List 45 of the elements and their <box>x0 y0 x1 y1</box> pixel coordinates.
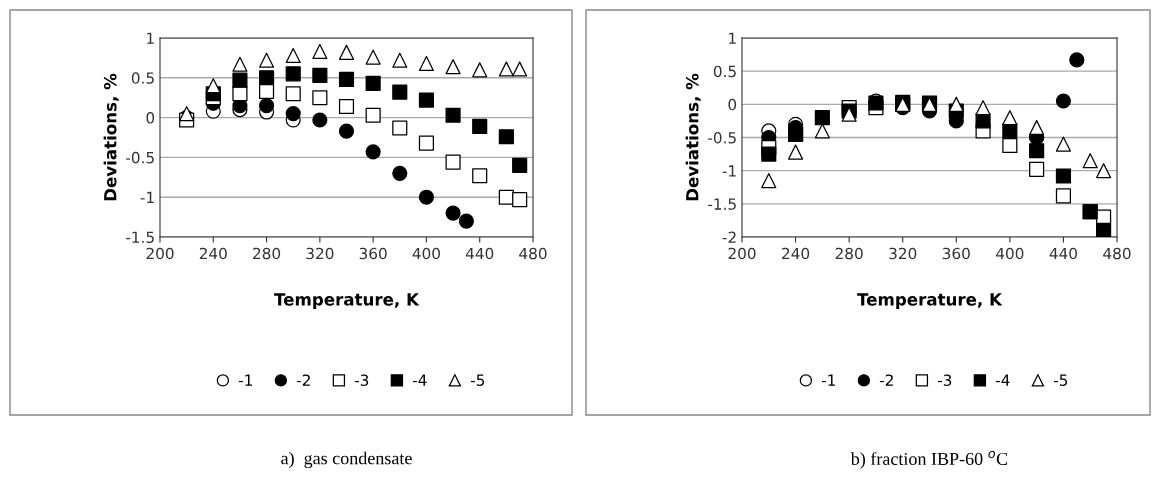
y-tick-label: 0.5 <box>713 65 736 78</box>
x-tick-label: 280 <box>253 247 281 260</box>
x-tick-label: 360 <box>942 247 970 260</box>
y-tick-label: 1 <box>147 32 154 44</box>
x-tick-label: 320 <box>889 247 917 260</box>
legend-label: -3 <box>354 374 369 386</box>
x-tick-label: 280 <box>835 247 863 260</box>
text: a) gas condensate <box>281 451 412 469</box>
legend-label: -5 <box>470 374 485 386</box>
legend-label: -4 <box>995 374 1010 386</box>
y-axis-title: Deviations, % <box>685 73 701 201</box>
x-tick-label: 440 <box>1049 247 1077 260</box>
legend-label: -1 <box>821 374 835 386</box>
legend-label: -5 <box>1053 374 1068 386</box>
x-tick-label: 400 <box>996 247 1024 260</box>
x-tick-label: 480 <box>519 247 547 260</box>
x-tick-label: 320 <box>306 247 334 260</box>
x-tick-label: 400 <box>412 247 440 260</box>
y-tick-label: -1 <box>722 165 736 177</box>
y-tick-label: -2 <box>722 231 736 243</box>
legend-label: -2 <box>879 374 893 386</box>
x-tick-label: 480 <box>1103 247 1131 260</box>
y-tick-label: -0.5 <box>126 151 154 164</box>
y-tick-label: -1.5 <box>126 231 154 244</box>
y-tick-label: -1 <box>140 191 154 203</box>
x-tick-label: 240 <box>782 247 810 260</box>
x-tick-label: 440 <box>465 247 494 260</box>
legend-label: -2 <box>296 374 310 386</box>
y-tick-label: -1.5 <box>708 198 736 210</box>
legend-label: -4 <box>412 374 427 386</box>
x-axis-title: Temperature, K <box>857 293 1003 309</box>
legend-label: -1 <box>238 374 252 386</box>
x-tick-label: 360 <box>359 247 387 260</box>
y-axis-title: Deviations, % <box>103 73 119 201</box>
x-axis-title: Temperature, K <box>274 293 420 309</box>
legend-label: -3 <box>937 374 952 386</box>
y-tick-label: 0 <box>728 98 737 111</box>
y-tick-label: -0.5 <box>708 131 736 144</box>
y-tick-label: 0.5 <box>131 72 154 84</box>
text: b) fraction IBP-60 $^{o}$C <box>850 450 1008 469</box>
x-tick-label: 200 <box>728 247 756 260</box>
x-tick-label: 200 <box>146 247 174 260</box>
y-tick-label: 0 <box>146 112 155 124</box>
y-tick-label: 1 <box>729 32 736 44</box>
x-tick-label: 240 <box>199 247 227 260</box>
